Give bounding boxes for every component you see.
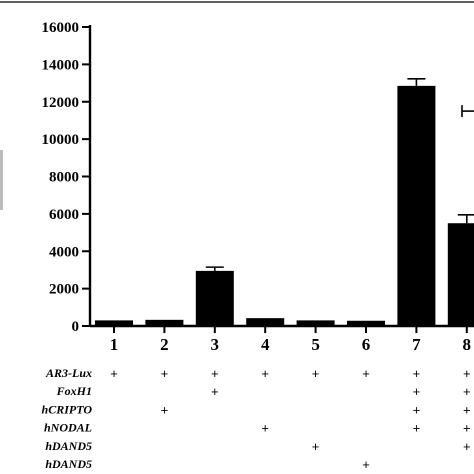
bar	[195, 270, 234, 326]
treatment-plus-mark: +	[413, 421, 421, 436]
error-bars-group	[205, 77, 474, 271]
treatment-plus-mark: +	[463, 421, 471, 436]
treatment-plus-mark: +	[312, 366, 320, 381]
treatment-plus-mark: +	[413, 402, 421, 417]
treatment-plus-mark: +	[161, 366, 169, 381]
lane-labels-group: 1 2 3 4 5 6 7 8	[110, 335, 471, 354]
treatment-plus-mark: +	[413, 366, 421, 381]
y-axis-title-remnant	[0, 150, 3, 210]
y-tick-label: 12000	[42, 95, 80, 111]
treatment-plus-mark: +	[261, 421, 269, 436]
bar	[447, 223, 474, 326]
y-tick-label: 16000	[42, 20, 80, 36]
y-tick-label: 4000	[49, 244, 79, 260]
treatment-plus-mark: +	[463, 439, 471, 454]
y-tick-label: 14000	[42, 57, 80, 73]
bars-group	[95, 85, 474, 326]
treatment-plus-mark: +	[413, 384, 421, 399]
y-tick-label: 10000	[42, 132, 80, 148]
treatment-plus-mark: +	[110, 366, 118, 381]
treatment-row-label: hCRIPTO	[42, 402, 93, 416]
right-edge-marker	[0, 105, 474, 210]
bar	[145, 319, 184, 326]
treatment-plus-mark: +	[463, 366, 471, 381]
x-tick-label: 8	[463, 335, 472, 354]
bar	[95, 320, 133, 326]
y-tick-label: 8000	[49, 170, 79, 186]
x-tick-label: 5	[311, 335, 320, 354]
y-axis: 0 2000 4000 6000 8000 10000 12000 14000 16000	[42, 20, 92, 335]
y-tick-label: 0	[72, 319, 80, 335]
treatment-row-label: hNODAL	[44, 421, 92, 435]
x-tick-label: 4	[261, 335, 270, 354]
y-tick-label: 6000	[49, 207, 79, 223]
treatment-row-label: FoxH1	[56, 384, 92, 398]
x-tick-label: 7	[412, 335, 421, 354]
treatment-plus-mark: +	[211, 366, 219, 381]
treatment-row-label: AR3-Lux	[45, 366, 92, 380]
treatment-plus-mark: +	[312, 439, 320, 454]
x-tick-label: 6	[362, 335, 371, 354]
x-tick-label: 1	[110, 335, 119, 354]
bar	[246, 318, 285, 326]
x-axis	[90, 324, 474, 333]
bar	[397, 85, 436, 326]
treatment-plus-mark: +	[362, 366, 370, 381]
bar	[296, 320, 335, 326]
y-tick-label: 2000	[49, 282, 79, 298]
treatment-plus-mark: +	[463, 402, 471, 417]
bar	[347, 320, 385, 326]
treatment-row-label: hDAND5	[45, 439, 92, 453]
treatment-row-label: hDAND5	[45, 457, 92, 471]
treatment-plus-mark: +	[261, 366, 269, 381]
treatment-plus-mark: +	[211, 384, 219, 399]
treatment-table: AR3-Lux + + + + + + + + FoxH1 + + + hCRIPTO + + + hNODAL +…	[42, 366, 471, 472]
x-tick-label: 3	[211, 335, 220, 354]
x-tick-label: 2	[160, 335, 169, 354]
treatment-plus-mark: +	[362, 457, 370, 472]
treatment-plus-mark: +	[463, 384, 471, 399]
treatment-plus-mark: +	[161, 402, 169, 417]
